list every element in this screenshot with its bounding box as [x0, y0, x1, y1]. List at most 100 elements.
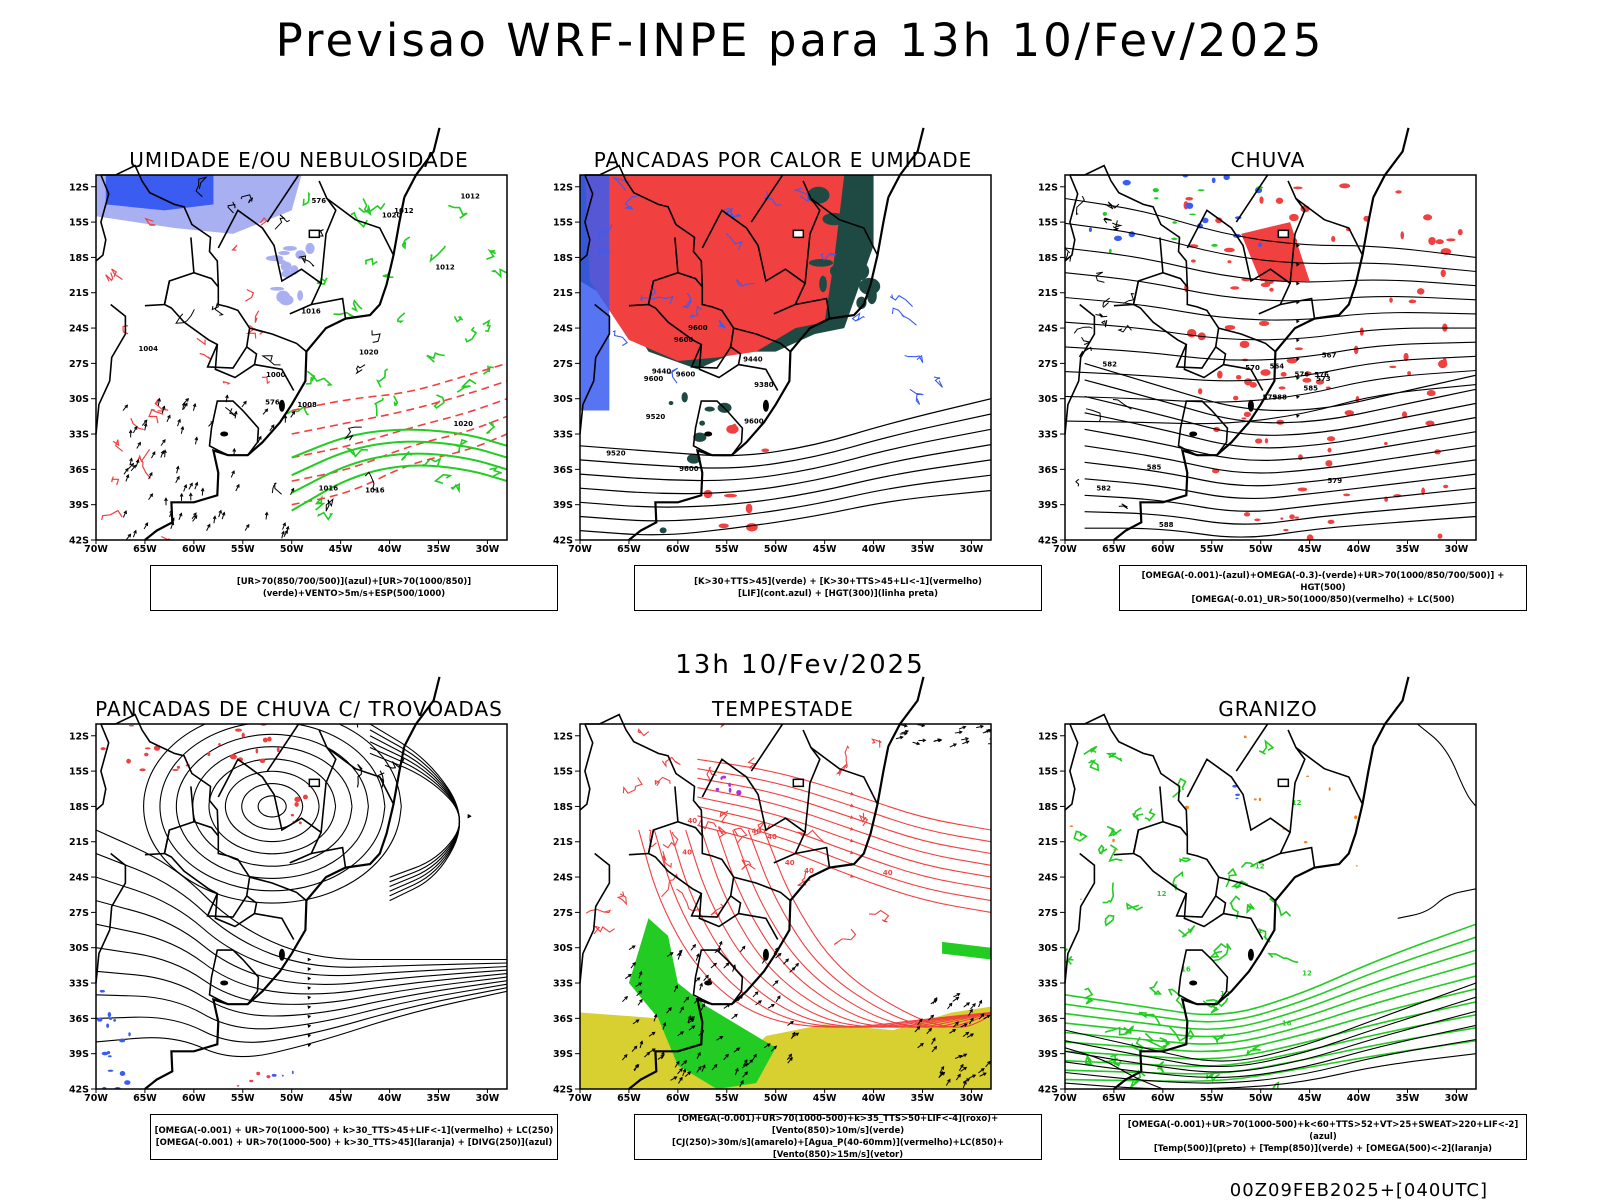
wind-vector — [123, 405, 127, 410]
contour-label: 40 — [751, 828, 761, 836]
red-contour — [112, 269, 123, 280]
instability-patch-red — [761, 449, 769, 453]
green-contour — [394, 396, 398, 405]
divergence-cell — [109, 1017, 112, 1020]
contour-label: 40 — [804, 867, 814, 875]
lat-label: 18S — [553, 802, 573, 813]
streamline-arrow — [307, 1044, 311, 1048]
wind-vector — [144, 424, 147, 431]
streamline-arrow — [308, 967, 312, 971]
rain-cell — [1224, 248, 1235, 253]
rain-cell — [1265, 438, 1268, 443]
red-contour — [113, 440, 123, 452]
rain-cell — [1409, 300, 1417, 304]
divergence-cell — [106, 1024, 109, 1028]
green-contour — [366, 259, 378, 265]
wind-vector — [629, 946, 635, 950]
omega-green — [1189, 213, 1196, 215]
temp850-contour — [1074, 831, 1086, 841]
lon-label: 30W — [1445, 544, 1469, 555]
lat-label: 36S — [1038, 465, 1058, 476]
contour-label: 1020 — [454, 420, 474, 428]
contour-label: 9600 — [644, 375, 664, 383]
circulation-line — [258, 796, 286, 817]
strong-wind-area — [942, 942, 991, 960]
thunderstorm-cell — [207, 752, 210, 756]
wind-vector — [263, 409, 268, 414]
temp850-contour — [1065, 963, 1476, 1037]
streamline — [1065, 342, 1476, 360]
streamline — [1065, 322, 1476, 340]
rain-cell — [1217, 371, 1223, 379]
lat-label: 30S — [553, 943, 573, 954]
legend-box: [UR>70(850/700/500)](azul)+[UR>70(1000/8… — [150, 565, 558, 611]
legend-line: [OMEGA(-0.001) + UR>70(1000-500) + k>30_… — [151, 1137, 557, 1149]
thunderstorm-cell — [266, 1075, 270, 1078]
terrain-contour — [1123, 294, 1134, 304]
temp850-contour — [1203, 998, 1227, 1007]
thunderstorm-cell — [277, 748, 280, 753]
temp850-contour — [1145, 809, 1155, 821]
wind-vector — [129, 430, 132, 437]
wind-vector — [953, 997, 959, 1001]
pressure-isobar — [263, 356, 281, 365]
streamline-arrow — [308, 996, 312, 1000]
rain-cell — [1400, 231, 1404, 239]
terrain-contour — [1104, 218, 1112, 223]
wind-vector — [740, 946, 744, 951]
omega-orange — [1306, 776, 1309, 777]
lon-label: 30W — [1445, 1093, 1469, 1104]
lat-label: 24S — [553, 324, 573, 335]
wind-vector — [158, 399, 161, 406]
contour-label: 40 — [682, 849, 692, 857]
red-contour — [245, 290, 253, 302]
lon-label: 35W — [911, 1093, 935, 1104]
hgt-contour — [1085, 517, 1476, 538]
thunderstorm-cell — [144, 753, 148, 757]
map-frame — [96, 175, 507, 540]
contour-label: 1012 — [435, 263, 455, 271]
omega-green — [1171, 238, 1177, 240]
humidity-patch — [266, 256, 281, 261]
lon-label: 55W — [1200, 544, 1224, 555]
temp850-contour — [1127, 904, 1143, 910]
contour-label: 576 — [312, 197, 327, 205]
instability-patch-red — [732, 424, 737, 434]
omega-green — [1103, 212, 1107, 216]
omega-orange — [1069, 825, 1073, 827]
streamline — [96, 948, 507, 1005]
green-contour — [466, 327, 477, 341]
rain-cell — [1259, 196, 1263, 203]
rain-cell — [1230, 286, 1239, 289]
wind-vector — [161, 451, 164, 458]
thunderstorm-cell — [235, 729, 242, 732]
wind-vector — [719, 942, 722, 949]
border-line — [694, 950, 743, 1004]
omega-blue — [1212, 177, 1216, 183]
contour-label: 9600 — [679, 465, 699, 473]
precipitable-water-contour — [860, 813, 867, 826]
lat-label: 24S — [1038, 873, 1058, 884]
humidity-patch — [283, 246, 297, 251]
rain-cell — [1283, 529, 1288, 531]
border-line — [585, 715, 702, 836]
contour-label: 9440 — [743, 355, 763, 363]
lat-label: 36S — [1038, 1014, 1058, 1025]
rain-cell — [1395, 190, 1401, 193]
wind-vector — [149, 494, 153, 500]
border-line — [1134, 273, 1219, 368]
omega-orange — [1354, 815, 1357, 819]
instability-patch-green — [660, 527, 667, 533]
contour-label: 564 — [1270, 362, 1285, 370]
hgt-contour — [580, 460, 991, 507]
rain-cell — [1289, 214, 1299, 221]
instability-patch-green — [705, 407, 715, 412]
lat-label: 39S — [1038, 500, 1058, 511]
terrain-contour — [1096, 314, 1108, 317]
hail-cell — [1235, 794, 1240, 796]
lon-label: 65W — [617, 544, 641, 555]
wind-vector — [732, 1014, 737, 1018]
precipitable-water-contour — [662, 875, 678, 897]
omega-orange — [1304, 841, 1307, 843]
